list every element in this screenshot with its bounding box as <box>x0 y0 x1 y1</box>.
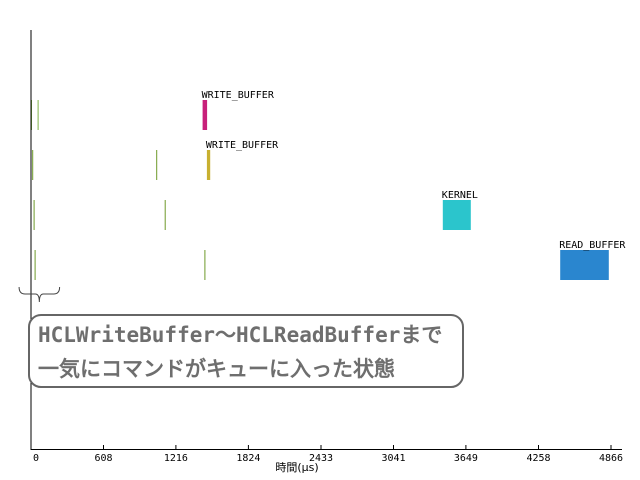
x-tick-label: 1216 <box>164 453 188 464</box>
x-tick-label: 3041 <box>381 453 405 464</box>
event-bar-lane1-2 <box>37 100 39 130</box>
event-bar-lane4-2 <box>204 250 206 280</box>
event-bar-lane3-2 <box>164 200 166 230</box>
event-label-lane2: WRITE_BUFFER <box>206 140 279 151</box>
event-bar-lane2-3 <box>206 150 211 180</box>
event-bar-lane4-3 <box>560 250 609 280</box>
event-bar-lane1-3 <box>202 100 208 130</box>
events-layer: WRITE_BUFFER WRITE_BUFFER KERNEL READ_BUFFE… <box>31 90 626 280</box>
x-tick-label: 1824 <box>236 453 260 464</box>
event-bar-lane2-2 <box>156 150 158 180</box>
x-tick-label: 0 <box>33 453 39 464</box>
x-tick-label: 2433 <box>309 453 333 464</box>
x-ticks: 0 608 1216 1824 2433 3041 3649 4258 4866 <box>30 445 623 464</box>
callout-line-1: HCLWriteBuffer～HCLReadBufferまで <box>38 323 443 347</box>
event-label-lane1: WRITE_BUFFER <box>202 90 275 101</box>
event-bar-lane2-1 <box>32 150 34 180</box>
x-tick-label: 4866 <box>599 453 623 464</box>
x-tick-label: 3649 <box>454 453 478 464</box>
x-axis-title: 時間(μs) <box>275 461 318 474</box>
event-bar-lane3-3 <box>442 200 471 230</box>
annotation-callout: HCLWriteBuffer～HCLReadBufferまで 一気にコマンドがキ… <box>28 314 464 388</box>
event-bar-lane4-1 <box>34 250 36 280</box>
x-tick-label: 4258 <box>526 453 550 464</box>
event-label-lane3: KERNEL <box>442 190 478 201</box>
callout-line-2: 一気にコマンドがキューに入った状態 <box>38 357 395 381</box>
event-bar-lane3-1 <box>33 200 35 230</box>
event-label-lane4: READ_BUFFER <box>559 240 626 251</box>
x-tick-label: 608 <box>94 453 112 464</box>
annotation-bracket <box>18 286 61 303</box>
